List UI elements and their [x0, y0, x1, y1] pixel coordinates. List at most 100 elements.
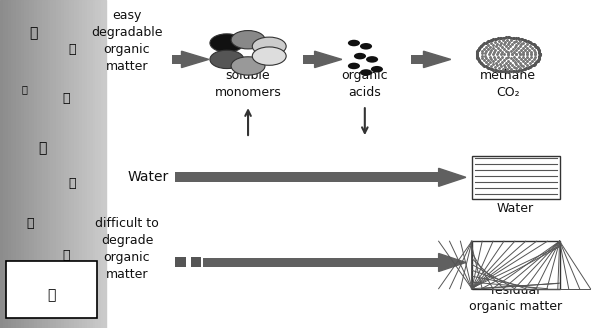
Bar [5, 0, 8, 328]
Point [525, 39, 534, 44]
Point [518, 54, 528, 59]
Point [488, 58, 498, 64]
Point [480, 63, 489, 68]
Point [526, 54, 535, 59]
Point [519, 37, 529, 42]
Bar [8, 0, 11, 328]
Point [518, 58, 528, 64]
Point [473, 47, 483, 52]
Point [485, 59, 495, 65]
Point [523, 52, 532, 57]
Point [502, 66, 512, 72]
Bar [71, 0, 75, 328]
Point [535, 54, 545, 59]
Point [526, 64, 535, 69]
Bar [87, 0, 91, 328]
Point [484, 52, 494, 57]
Point [492, 68, 502, 73]
Point [529, 61, 539, 67]
Point [511, 35, 521, 41]
Point [515, 39, 525, 44]
Point [535, 52, 545, 57]
Point [513, 68, 523, 73]
Point [495, 43, 505, 48]
Text: organic
acids: organic acids [341, 69, 388, 99]
Bar [100, 0, 104, 328]
Point [489, 37, 499, 42]
Point [529, 62, 538, 67]
Point [486, 56, 496, 62]
Text: 📰: 📰 [69, 177, 76, 190]
Point [498, 35, 508, 40]
Point [520, 37, 530, 43]
Point [498, 38, 508, 43]
Bar [175, 256, 186, 267]
Point [490, 36, 500, 42]
Point [480, 51, 490, 56]
Bar [90, 0, 93, 328]
Point [508, 35, 518, 40]
Point [483, 57, 492, 63]
Point [472, 52, 482, 57]
Point [485, 54, 494, 59]
Point [473, 48, 482, 53]
Point [535, 53, 545, 58]
Point [503, 54, 513, 59]
Bar [29, 0, 33, 328]
Point [487, 67, 497, 72]
Point [508, 69, 518, 74]
Circle shape [366, 56, 378, 63]
Point [499, 46, 509, 51]
Bar [31, 0, 35, 328]
Point [491, 47, 500, 52]
Point [472, 50, 482, 55]
Point [503, 58, 513, 63]
Point [505, 35, 514, 40]
Point [532, 46, 542, 51]
Point [472, 51, 482, 57]
Text: 🧀: 🧀 [63, 92, 70, 105]
Point [522, 54, 532, 59]
Point [503, 62, 513, 68]
Point [513, 41, 523, 46]
Point [499, 42, 509, 47]
Point [517, 42, 526, 47]
Point [528, 63, 537, 68]
Point [515, 52, 525, 57]
Point [516, 68, 526, 73]
Circle shape [348, 40, 360, 46]
Bar [27, 0, 30, 328]
Point [493, 46, 503, 51]
Bar [77, 0, 80, 328]
Point [518, 50, 528, 55]
Point [523, 65, 532, 71]
Point [506, 60, 515, 65]
Text: Water: Water [497, 202, 534, 215]
Point [489, 67, 499, 72]
Circle shape [231, 31, 265, 49]
Point [485, 50, 494, 55]
Point [496, 69, 506, 74]
Point [518, 52, 528, 57]
Point [477, 42, 487, 47]
Text: 🧻: 🧻 [38, 141, 47, 155]
Point [525, 43, 534, 49]
Point [472, 53, 482, 58]
Point [476, 60, 485, 65]
Point [526, 50, 535, 55]
Point [476, 44, 485, 49]
Text: 🌾: 🌾 [63, 249, 70, 262]
Point [534, 54, 544, 60]
Bar [79, 0, 83, 328]
Point [500, 69, 509, 74]
Point [481, 64, 491, 69]
Point [520, 43, 529, 49]
Polygon shape [315, 51, 342, 68]
Bar [21, 0, 24, 328]
Point [529, 43, 539, 48]
Point [472, 51, 482, 56]
Point [493, 36, 503, 41]
Point [534, 56, 543, 62]
Point [515, 65, 525, 70]
Point [497, 54, 507, 60]
